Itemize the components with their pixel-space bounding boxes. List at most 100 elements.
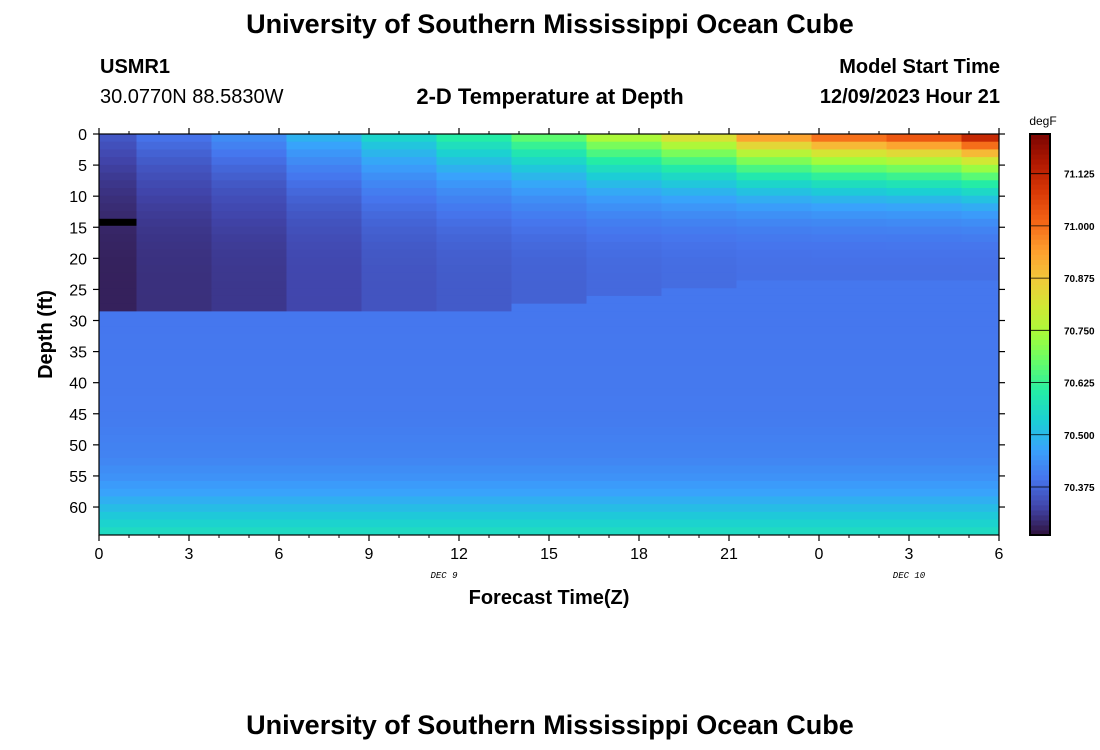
heatmap-cell [512,473,587,481]
heatmap-cell [662,419,737,427]
heatmap-cell [137,435,212,443]
heatmap-cell [137,180,212,188]
heatmap-cell [587,350,662,358]
heatmap-cell [737,188,812,196]
heatmap-cell [737,388,812,396]
heatmap-cell [662,180,737,188]
heatmap-cell [737,458,812,466]
heatmap-cell [887,134,962,142]
heatmap-cell [99,304,137,312]
heatmap-cell [737,496,812,504]
heatmap-cell [362,404,437,412]
heatmap-cell [587,250,662,258]
heatmap-cell [137,335,212,343]
heatmap-cell [212,388,287,396]
heatmap-cell [99,203,137,211]
colorbar-segment [1030,174,1050,180]
heatmap-cell [287,504,362,512]
heatmap-cell [512,304,587,312]
heatmap-cell [737,211,812,219]
heatmap-cell [212,373,287,381]
heatmap-cell [962,450,1000,458]
heatmap-cell [887,296,962,304]
heatmap-cell [512,250,587,258]
heatmap-cell [962,234,1000,242]
colorbar-segment [1030,309,1050,315]
heatmap-cell [662,257,737,265]
heatmap-cell [137,342,212,350]
heatmap-cell [587,319,662,327]
heatmap-cell [737,381,812,389]
heatmap-cell [662,281,737,289]
heatmap-cell [812,381,887,389]
heatmap-cell [137,489,212,497]
heatmap-cell [962,257,1000,265]
heatmap-cell [512,358,587,366]
heatmap-cell [212,335,287,343]
heatmap-cell [137,481,212,489]
colorbar-segment [1030,144,1050,150]
heatmap-cell [962,219,1000,227]
heatmap-cell [812,319,887,327]
heatmap-cell [287,481,362,489]
heatmap-cell [812,520,887,528]
heatmap-cell [737,466,812,474]
heatmap-cell [99,335,137,343]
heatmap-cell [437,450,512,458]
heatmap-cell [137,173,212,181]
heatmap-cell [287,242,362,250]
heatmap-cell [662,157,737,165]
heatmap-cell [437,157,512,165]
heatmap-cell [212,527,287,535]
heatmap-cell [99,342,137,350]
heatmap-cell [512,427,587,435]
heatmap-cell [737,350,812,358]
heatmap-cell [212,288,287,296]
heatmap-cell [99,442,137,450]
heatmap-cell [437,142,512,150]
heatmap-cell [887,419,962,427]
heatmap-cell [662,381,737,389]
heatmap-cell [212,466,287,474]
heatmap-cell [99,350,137,358]
heatmap-cell [812,450,887,458]
heatmap-cell [437,335,512,343]
heatmap-cell [137,504,212,512]
colorbar-segment [1030,500,1050,506]
y-tick-label: 40 [69,376,87,393]
heatmap-cell [737,165,812,173]
heatmap-cell [362,196,437,204]
heatmap-cell [212,273,287,281]
heatmap-cell [587,273,662,281]
heatmap-cell [287,304,362,312]
heatmap-cell [362,435,437,443]
heatmap-cell [287,496,362,504]
heatmap-cell [137,134,212,142]
colorbar-segment [1030,164,1050,170]
heatmap-cell [362,327,437,335]
heatmap-cell [287,234,362,242]
heatmap-cell [962,288,1000,296]
heatmap-cell [437,327,512,335]
heatmap-cell [99,504,137,512]
heatmap-cell [812,342,887,350]
heatmap-cell [962,149,1000,157]
heatmap-cell [512,335,587,343]
heatmap-cell [887,227,962,235]
heatmap-cell [437,419,512,427]
heatmap-cell [737,180,812,188]
heatmap-cell [887,358,962,366]
heatmap-cell [662,489,737,497]
heatmap-cell [99,142,137,150]
heatmap-cell [212,473,287,481]
heatmap-cell [99,466,137,474]
heatmap-cell [287,211,362,219]
heatmap-cell [137,281,212,289]
heatmap-cell [887,149,962,157]
colorbar-segment [1030,304,1050,310]
heatmap-cell [362,419,437,427]
heatmap-cell [212,381,287,389]
heatmap-cell [962,473,1000,481]
heatmap-cell [962,512,1000,520]
heatmap-cell [737,442,812,450]
